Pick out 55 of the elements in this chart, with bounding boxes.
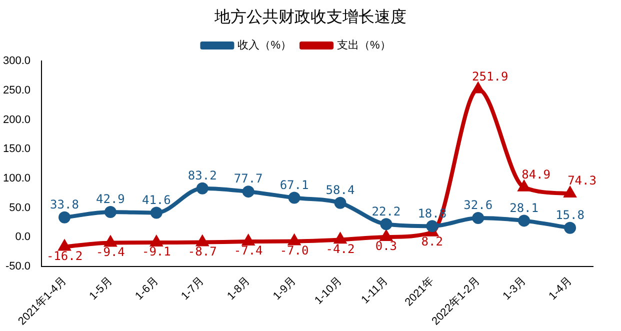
x-tick-label: 1-5月: [87, 275, 115, 303]
data-label: -9.4: [96, 244, 125, 259]
data-label: -16.2: [46, 248, 83, 263]
chart-title: 地方公共财政收支增长速度: [214, 6, 408, 28]
point: [150, 206, 162, 219]
point: [58, 211, 71, 224]
y-tick-label: 300.0: [2, 55, 31, 68]
data-label: 77.7: [234, 172, 263, 186]
data-label: 32.6: [464, 198, 493, 212]
point: [242, 186, 254, 198]
data-label: 42.9: [96, 192, 125, 206]
x-tick-label: 1-9月: [271, 275, 299, 303]
data-label: 8.2: [421, 234, 443, 249]
point: [564, 222, 576, 234]
x-tick-label: 1-6月: [133, 275, 161, 303]
x-tick-label: 1-4月: [546, 275, 574, 303]
point: [380, 231, 392, 242]
data-label: 58.4: [326, 183, 355, 198]
legend-label: 收入（%）: [238, 38, 292, 52]
legend-label: 支出（%）: [337, 38, 391, 52]
point: [334, 196, 346, 209]
data-label: 41.6: [142, 192, 171, 207]
point: [426, 220, 438, 232]
point: [472, 212, 484, 224]
point: [518, 214, 530, 227]
data-label: -7.4: [234, 244, 263, 258]
data-label: 83.2: [188, 168, 217, 182]
data-label: -9.1: [142, 244, 171, 259]
data-label: 84.9: [522, 167, 551, 182]
x-tick-label: 1-7月: [179, 275, 207, 303]
data-label: 251.9: [472, 69, 508, 84]
point: [104, 206, 116, 218]
data-label: -7.0: [280, 243, 309, 258]
data-label: -8.7: [188, 244, 217, 258]
y-tick-label: 250.0: [2, 84, 31, 96]
y-tick-label: 150.0: [2, 143, 31, 156]
x-tick-label: 1-8月: [225, 275, 253, 303]
data-label: 67.1: [280, 178, 309, 192]
data-label: 28.1: [510, 200, 539, 215]
x-tick-label: 1-11月: [359, 275, 390, 306]
data-label: 15.8: [556, 208, 584, 222]
data-label: 22.2: [372, 204, 401, 218]
data-label: 0.3: [375, 239, 398, 254]
y-tick-label: 0.0: [15, 231, 31, 244]
data-label: -4.2: [326, 242, 355, 256]
data-label: 33.8: [50, 197, 79, 212]
point: [288, 192, 300, 204]
x-tick-label: 1-3月: [500, 275, 528, 303]
y-tick-label: 200.0: [2, 114, 31, 126]
y-tick-label: -50.0: [5, 260, 31, 273]
data-label: 74.3: [568, 174, 596, 188]
point: [196, 182, 208, 194]
point: [380, 218, 392, 230]
y-tick-label: 50.0: [9, 202, 31, 214]
y-tick-label: 100.0: [2, 172, 31, 184]
